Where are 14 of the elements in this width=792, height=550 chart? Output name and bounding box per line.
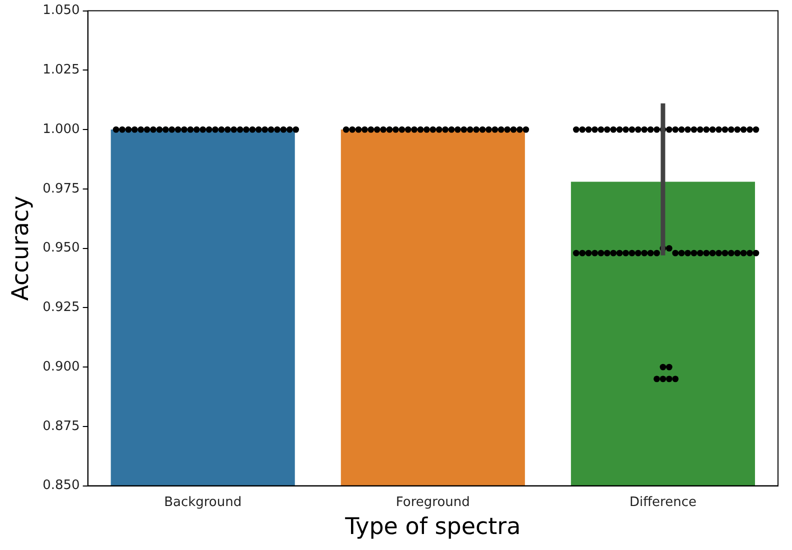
y-tick-label: 0.850 (42, 478, 80, 494)
y-tick-label: 0.875 (42, 418, 80, 434)
x-axis-title: Type of spectra (344, 514, 521, 540)
x-tick-label: Foreground (396, 494, 470, 510)
y-tick-label: 0.950 (42, 240, 80, 256)
x-tick-label: Background (164, 494, 242, 510)
y-tick-label: 1.025 (42, 62, 80, 78)
y-tick-label: 0.925 (42, 300, 80, 316)
y-tick-label: 0.900 (42, 359, 80, 374)
y-tick-label: 1.000 (42, 122, 80, 137)
y-tick-label: 0.975 (42, 181, 80, 196)
x-tick-label: Difference (629, 494, 696, 510)
y-tick-label: 1.050 (42, 3, 80, 18)
y-axis-title: Accuracy (8, 196, 34, 301)
